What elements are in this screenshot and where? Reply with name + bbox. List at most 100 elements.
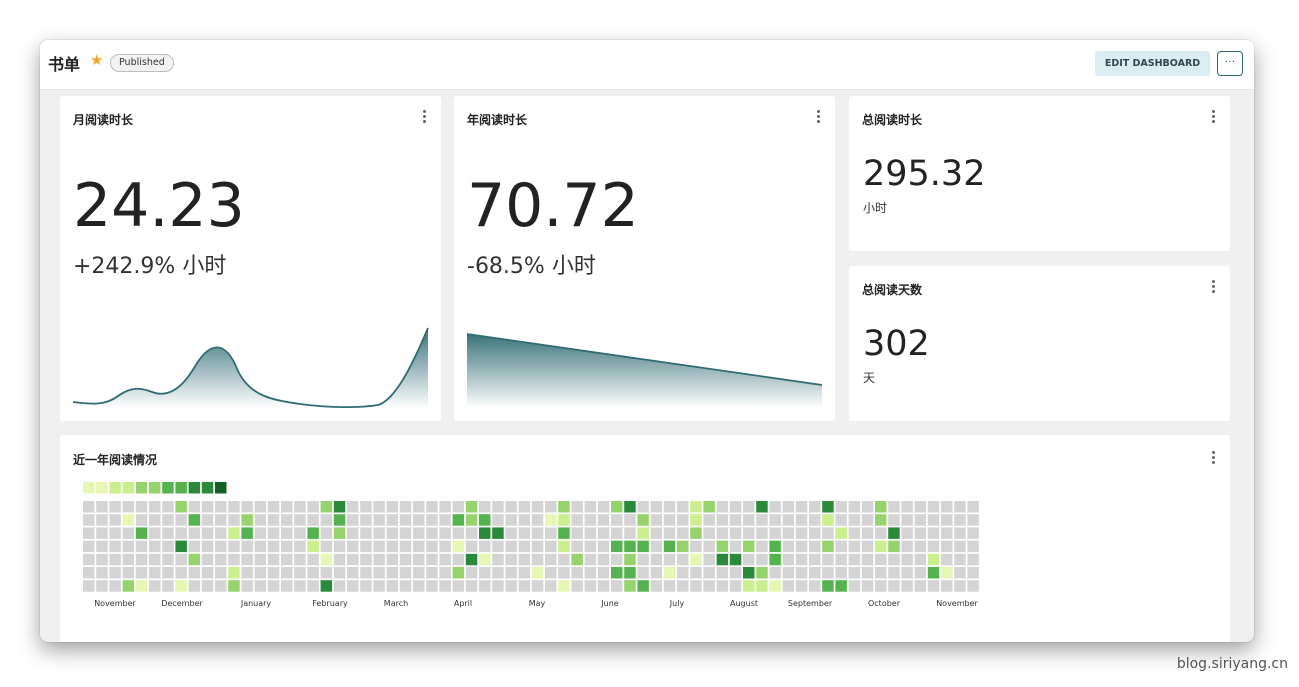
heatmap-day-cell[interactable] (927, 540, 940, 553)
heatmap-day-cell[interactable] (386, 501, 399, 513)
heatmap-day-cell[interactable] (967, 567, 979, 579)
heatmap-day-cell[interactable] (848, 580, 861, 592)
heatmap-day-cell[interactable] (162, 527, 174, 539)
heatmap-day-cell[interactable] (360, 527, 372, 539)
heatmap-day-cell[interactable] (914, 553, 927, 566)
heatmap-day-cell[interactable] (835, 580, 847, 592)
heatmap-day-cell[interactable] (109, 567, 121, 579)
heatmap-day-cell[interactable] (479, 567, 491, 579)
heatmap-day-cell[interactable] (848, 501, 861, 513)
heatmap-day-cell[interactable] (505, 567, 517, 579)
card-menu-icon[interactable] (1212, 280, 1216, 294)
heatmap-day-cell[interactable] (452, 527, 465, 539)
heatmap-day-cell[interactable] (624, 553, 636, 566)
heatmap-day-cell[interactable] (241, 540, 253, 553)
heatmap-day-cell[interactable] (452, 540, 465, 553)
heatmap-day-cell[interactable] (215, 514, 227, 526)
heatmap-day-cell[interactable] (637, 527, 649, 539)
heatmap-day-cell[interactable] (267, 553, 280, 566)
heatmap-day-cell[interactable] (505, 501, 517, 513)
heatmap-day-cell[interactable] (294, 514, 306, 526)
heatmap-day-cell[interactable] (756, 527, 768, 539)
heatmap-day-cell[interactable] (663, 527, 676, 539)
heatmap-day-cell[interactable] (531, 553, 544, 566)
heatmap-day-cell[interactable] (888, 540, 900, 553)
heatmap-day-cell[interactable] (637, 553, 649, 566)
heatmap-day-cell[interactable] (96, 527, 108, 539)
heatmap-day-cell[interactable] (967, 540, 979, 553)
heatmap-day-cell[interactable] (861, 567, 874, 579)
heatmap-day-cell[interactable] (254, 501, 267, 513)
heatmap-day-cell[interactable] (729, 514, 742, 526)
heatmap-day-cell[interactable] (795, 540, 808, 553)
heatmap-day-cell[interactable] (624, 540, 636, 553)
heatmap-day-cell[interactable] (927, 553, 940, 566)
heatmap-day-cell[interactable] (809, 514, 821, 526)
heatmap-day-cell[interactable] (597, 567, 610, 579)
heatmap-day-cell[interactable] (215, 553, 227, 566)
heatmap-day-cell[interactable] (716, 514, 729, 526)
heatmap-day-cell[interactable] (241, 567, 253, 579)
heatmap-day-cell[interactable] (716, 553, 729, 566)
heatmap-day-cell[interactable] (386, 567, 399, 579)
heatmap-day-cell[interactable] (241, 514, 253, 526)
heatmap-day-cell[interactable] (399, 580, 412, 592)
heatmap-day-cell[interactable] (122, 567, 135, 579)
heatmap-day-cell[interactable] (663, 567, 676, 579)
heatmap-day-cell[interactable] (954, 567, 966, 579)
heatmap-day-cell[interactable] (716, 567, 729, 579)
heatmap-day-cell[interactable] (373, 501, 385, 513)
heatmap-day-cell[interactable] (571, 553, 583, 566)
heatmap-day-cell[interactable] (228, 553, 240, 566)
heatmap-day-cell[interactable] (465, 501, 478, 513)
heatmap-day-cell[interactable] (83, 514, 95, 526)
heatmap-day-cell[interactable] (650, 580, 663, 592)
heatmap-day-cell[interactable] (624, 580, 636, 592)
heatmap-day-cell[interactable] (795, 527, 808, 539)
heatmap-day-cell[interactable] (281, 580, 293, 592)
heatmap-day-cell[interactable] (624, 567, 636, 579)
heatmap-day-cell[interactable] (967, 527, 979, 539)
heatmap-day-cell[interactable] (611, 553, 623, 566)
heatmap-day-cell[interactable] (743, 514, 755, 526)
heatmap-day-cell[interactable] (545, 553, 557, 566)
heatmap-day-cell[interactable] (399, 553, 412, 566)
heatmap-day-cell[interactable] (426, 567, 438, 579)
heatmap-day-cell[interactable] (518, 501, 531, 513)
heatmap-day-cell[interactable] (677, 553, 689, 566)
heatmap-day-cell[interactable] (782, 540, 795, 553)
heatmap-day-cell[interactable] (584, 514, 597, 526)
heatmap-day-cell[interactable] (690, 501, 702, 513)
heatmap-day-cell[interactable] (479, 580, 491, 592)
heatmap-day-cell[interactable] (611, 540, 623, 553)
heatmap-day-cell[interactable] (439, 580, 451, 592)
heatmap-day-cell[interactable] (386, 580, 399, 592)
heatmap-day-cell[interactable] (743, 553, 755, 566)
heatmap-day-cell[interactable] (861, 553, 874, 566)
heatmap-day-cell[interactable] (611, 580, 623, 592)
heatmap-day-cell[interactable] (690, 527, 702, 539)
heatmap-day-cell[interactable] (399, 514, 412, 526)
heatmap-day-cell[interactable] (822, 580, 834, 592)
heatmap-day-cell[interactable] (967, 553, 979, 566)
heatmap-day-cell[interactable] (611, 514, 623, 526)
heatmap-day-cell[interactable] (927, 501, 940, 513)
heatmap-day-cell[interactable] (888, 501, 900, 513)
heatmap-day-cell[interactable] (650, 540, 663, 553)
heatmap-day-cell[interactable] (254, 567, 267, 579)
heatmap-day-cell[interactable] (254, 553, 267, 566)
heatmap-day-cell[interactable] (729, 553, 742, 566)
heatmap-day-cell[interactable] (822, 540, 834, 553)
heatmap-day-cell[interactable] (571, 514, 583, 526)
heatmap-day-cell[interactable] (571, 580, 583, 592)
heatmap-day-cell[interactable] (149, 514, 161, 526)
heatmap-day-cell[interactable] (426, 580, 438, 592)
heatmap-day-cell[interactable] (96, 540, 108, 553)
heatmap-day-cell[interactable] (545, 580, 557, 592)
heatmap-day-cell[interactable] (545, 501, 557, 513)
heatmap-day-cell[interactable] (413, 567, 425, 579)
heatmap-day-cell[interactable] (690, 567, 702, 579)
heatmap-day-cell[interactable] (729, 540, 742, 553)
heatmap-day-cell[interactable] (835, 540, 847, 553)
heatmap-day-cell[interactable] (505, 540, 517, 553)
